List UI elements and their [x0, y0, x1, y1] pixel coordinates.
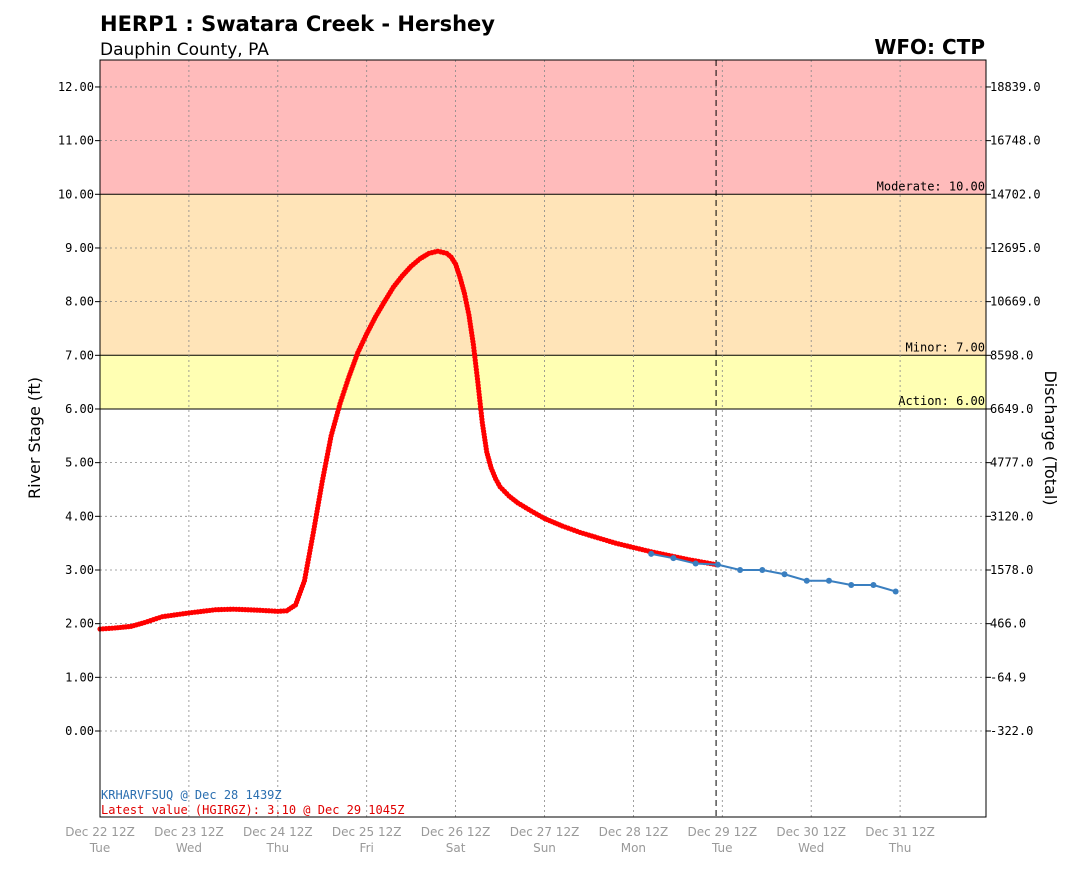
- forecast-point: [892, 588, 899, 595]
- y2-tick-label: 3120.0: [990, 509, 1033, 523]
- forecast-point: [803, 577, 810, 584]
- forecast-point: [825, 577, 832, 584]
- latest-value-note: Latest value (HGIRGZ): 3.10 @ Dec 29 104…: [101, 803, 404, 817]
- x-tick-label: Dec 27 12Z: [510, 825, 580, 839]
- forecast-point: [692, 560, 699, 567]
- plot-frame: [99, 59, 987, 818]
- band-minor: [100, 194, 986, 356]
- forecast-stage-line: [650, 552, 896, 593]
- y2-axis-label: Discharge (Total): [1041, 370, 1060, 505]
- y-tick-label: 11.00: [58, 134, 94, 148]
- x-tick-label: Dec 29 12Z: [687, 825, 757, 839]
- x-tick-day-label: Sun: [533, 841, 556, 855]
- y-tick-label: 1.00: [65, 670, 94, 684]
- forecast-source-note: KRHARVFSUQ @ Dec 28 1439Z: [101, 788, 282, 802]
- y2-tick-label: 8598.0: [990, 348, 1033, 362]
- y-tick-label: 2.00: [65, 617, 94, 631]
- y2-tick-label: 14702.0: [990, 187, 1041, 201]
- y-tick-label: 12.00: [58, 80, 94, 94]
- x-tick-label: Dec 24 12Z: [243, 825, 313, 839]
- forecast-point: [759, 566, 766, 573]
- x-tick-label: Dec 28 12Z: [599, 825, 669, 839]
- chart-subtitle: Dauphin County, PA: [100, 40, 269, 60]
- y2-axis-ticks: -322.0 -64.9 466.0 1578.0 3120.0 4777.0 6649.0…: [986, 80, 1041, 738]
- y2-tick-label: 6649.0: [990, 402, 1033, 416]
- y2-tick-label: 10669.0: [990, 295, 1041, 309]
- forecast-point: [870, 582, 877, 589]
- x-tick-label: Dec 23 12Z: [154, 825, 224, 839]
- category-label-action: Action: 6.00: [898, 394, 985, 408]
- x-axis-ticks: Dec 22 12Z Tue Dec 23 12Z Wed Dec 24 12Z Thu D…: [65, 825, 935, 855]
- y-axis-ticks: 0.00 1.00 2.00 3.00 4.00 5.00 6.00 7.00 8.00 9.00…: [58, 80, 100, 738]
- y2-tick-label: 16748.0: [990, 134, 1041, 148]
- x-tick-day-label: Tue: [711, 841, 733, 855]
- y-tick-label: 8.00: [65, 295, 94, 309]
- forecast-point: [714, 561, 721, 568]
- x-tick-day-label: Thu: [888, 841, 912, 855]
- band-moderate: [100, 60, 986, 195]
- forecast-point: [648, 550, 655, 557]
- y-tick-label: 3.00: [65, 563, 94, 577]
- y-axis-label: River Stage (ft): [25, 377, 44, 499]
- gridlines: [100, 60, 986, 817]
- x-tick-label: Dec 22 12Z: [65, 825, 135, 839]
- forecast-point: [737, 566, 744, 573]
- category-label-minor: Minor: 7.00: [906, 340, 985, 354]
- x-tick-day-label: Thu: [266, 841, 290, 855]
- y2-tick-label: 18839.0: [990, 80, 1041, 94]
- y2-tick-label: -64.9: [990, 670, 1026, 684]
- y2-tick-label: 466.0: [990, 617, 1026, 631]
- band-action: [100, 355, 986, 409]
- x-tick-label: Dec 25 12Z: [332, 825, 402, 839]
- y-tick-label: 0.00: [65, 724, 94, 738]
- y2-tick-label: -322.0: [990, 724, 1033, 738]
- forecast-point: [848, 582, 855, 589]
- x-tick-day-label: Wed: [176, 841, 202, 855]
- y-tick-label: 6.00: [65, 402, 94, 416]
- y-tick-label: 4.00: [65, 509, 94, 523]
- y2-tick-label: 4777.0: [990, 456, 1033, 470]
- x-tick-day-label: Fri: [360, 841, 374, 855]
- x-tick-label: Dec 31 12Z: [865, 825, 935, 839]
- y-tick-label: 10.00: [58, 187, 94, 201]
- x-tick-day-label: Wed: [798, 841, 824, 855]
- x-tick-label: Dec 26 12Z: [421, 825, 491, 839]
- x-tick-label: Dec 30 12Z: [776, 825, 846, 839]
- forecast-point: [670, 555, 677, 562]
- y2-tick-label: 1578.0: [990, 563, 1033, 577]
- forecast-office-label: WFO: CTP: [874, 35, 985, 59]
- x-tick-day-label: Mon: [621, 841, 646, 855]
- y-tick-label: 7.00: [65, 348, 94, 362]
- forecast-point: [781, 571, 788, 578]
- x-tick-day-label: Tue: [89, 841, 111, 855]
- flood-category-labels: Action: 6.00 Minor: 7.00 Moderate: 10.00: [877, 179, 985, 408]
- y-tick-label: 5.00: [65, 456, 94, 470]
- y2-tick-label: 12695.0: [990, 241, 1041, 255]
- category-label-moderate: Moderate: 10.00: [877, 179, 985, 193]
- y-tick-label: 9.00: [65, 241, 94, 255]
- chart-title: HERP1 : Swatara Creek - Hershey: [100, 12, 495, 36]
- data-series: [97, 248, 899, 632]
- flood-category-bands: [100, 60, 986, 410]
- x-tick-day-label: Sat: [446, 841, 466, 855]
